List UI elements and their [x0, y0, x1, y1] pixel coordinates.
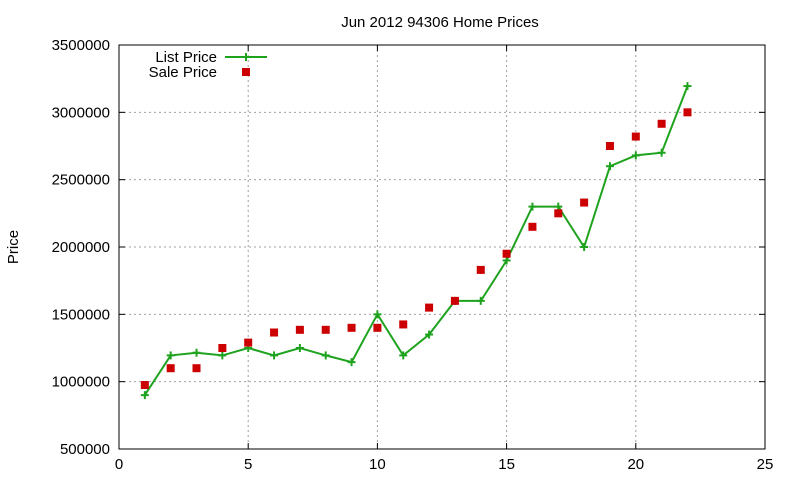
sale-price-point — [321, 325, 330, 334]
y-tick-label: 2000000 — [52, 239, 110, 256]
sale-price-point — [192, 364, 201, 373]
sale-price-point — [347, 323, 356, 332]
chart-title: Jun 2012 94306 Home Prices — [341, 14, 539, 31]
x-tick-label: 5 — [244, 456, 252, 473]
legend-cross-swatch — [242, 53, 250, 61]
list-price-point — [657, 148, 666, 157]
y-tick-label: 3500000 — [52, 37, 110, 54]
legend-label: List Price — [155, 49, 217, 66]
sale-price-point — [554, 209, 563, 218]
list-price-point — [528, 202, 537, 211]
x-tick-label: 25 — [757, 456, 774, 473]
legend-square-swatch — [242, 68, 250, 76]
list-price-point — [554, 202, 563, 211]
list-price-point — [140, 391, 149, 400]
sale-price-point — [425, 303, 434, 312]
sale-price-point — [683, 108, 692, 117]
list-price-point — [295, 344, 304, 352]
sale-price-point — [580, 198, 589, 207]
y-axis-label: Price — [5, 230, 22, 264]
list-price-point — [476, 296, 485, 305]
series — [140, 82, 692, 400]
list-price-point — [192, 348, 201, 357]
list-price-point — [270, 351, 279, 360]
sale-price-point — [373, 323, 382, 332]
sale-price-point — [657, 119, 666, 128]
sale-price-point — [166, 364, 175, 373]
list-price-point — [683, 82, 692, 91]
x-tick-label: 0 — [115, 456, 123, 473]
sale-price-point — [631, 132, 640, 141]
x-tick-label: 15 — [498, 456, 515, 473]
y-tick-label: 500000 — [60, 441, 110, 458]
sale-price-point — [399, 320, 408, 329]
sale-price-point — [295, 325, 304, 334]
list-price-point — [399, 351, 408, 360]
sale-price-point — [476, 265, 485, 274]
sale-price-point — [140, 381, 149, 390]
y-tick-label: 2500000 — [52, 172, 110, 189]
grid — [119, 45, 765, 449]
list-price-point — [502, 256, 511, 265]
sale-price-point — [450, 296, 459, 305]
list-price-point — [425, 330, 434, 339]
sale-price-point — [605, 142, 614, 150]
sale-price-point — [270, 328, 279, 337]
x-tick-label: 20 — [627, 456, 644, 473]
list-price-point — [218, 351, 227, 360]
y-tick-label: 1000000 — [52, 374, 110, 391]
list-price-point — [580, 243, 589, 251]
sale-price-point — [528, 222, 537, 231]
list-price-point — [605, 162, 614, 171]
sale-price-point — [502, 249, 511, 258]
y-tick-label: 3000000 — [52, 104, 110, 121]
list-price-point — [321, 351, 330, 360]
axis-ticks: 0 5 10 15 20 25 500000 1000000 1500000 2000000 250… — [52, 37, 774, 473]
x-tick-label: 10 — [369, 456, 386, 473]
sale-price-point — [218, 344, 227, 352]
list-price-point — [631, 151, 640, 160]
list-price-line — [143, 85, 689, 396]
sale-price-point — [244, 338, 253, 347]
list-price-point — [347, 358, 356, 367]
y-tick-label: 1500000 — [52, 306, 110, 323]
list-price-point — [373, 310, 382, 319]
legend-label: Sale Price — [149, 64, 217, 81]
list-price-point — [166, 351, 175, 360]
